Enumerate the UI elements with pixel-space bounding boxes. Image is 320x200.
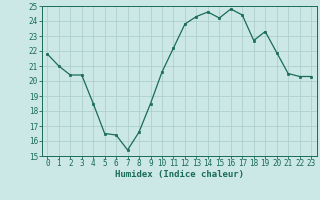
X-axis label: Humidex (Indice chaleur): Humidex (Indice chaleur) bbox=[115, 170, 244, 179]
